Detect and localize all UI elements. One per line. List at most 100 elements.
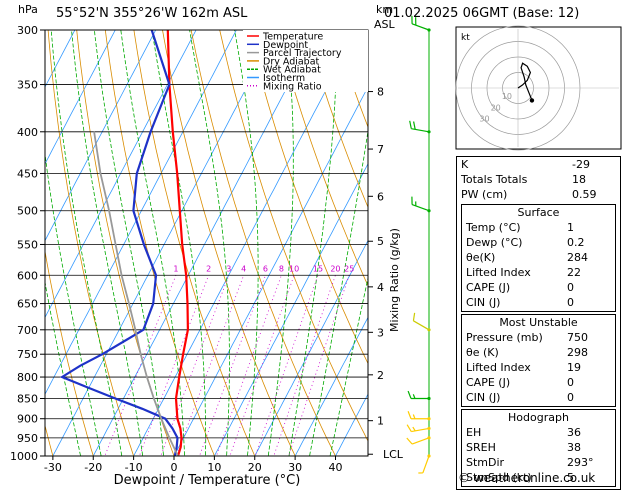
temperature-tick-label: -20: [84, 461, 102, 474]
wind-barb-flag: [408, 391, 411, 398]
pressure-tick-label: 1000: [10, 450, 38, 463]
table-row: Lifted Index 19: [462, 360, 615, 375]
table-row: SREH 38: [462, 440, 615, 455]
wind-barb-flag: [407, 425, 411, 432]
pressure-tick-label: 500: [17, 205, 38, 218]
table-row: CAPE (J)0: [462, 375, 615, 390]
row-value: 38: [567, 440, 611, 455]
row-label: Lifted Index: [466, 265, 531, 280]
wet-adiabat-line: [186, 12, 229, 473]
table-row: CIN (J)0: [462, 295, 615, 310]
series-dewpoint: [62, 30, 177, 456]
row-value: 0.2: [567, 235, 611, 250]
wind-barb: [410, 121, 431, 134]
wind-barb-staff: [413, 321, 429, 330]
row-label: Temp (°C): [466, 220, 521, 235]
pressure-tick-label: 600: [17, 269, 38, 282]
wind-barb-flag: [407, 438, 412, 444]
wind-barb-flag: [408, 411, 411, 418]
mixing-ratio-line: [283, 275, 349, 473]
surface-title: Surface: [462, 205, 615, 220]
row-value: 293°: [567, 455, 611, 470]
row-value: 18: [572, 172, 616, 187]
wind-barb-staff: [412, 24, 429, 30]
row-label: Lifted Index: [466, 360, 531, 375]
mixing-ratio-label: 25: [344, 264, 354, 273]
wind-barb: [412, 197, 431, 213]
row-value: 0: [567, 280, 611, 295]
wind-barb-flag: [410, 121, 412, 129]
wind-barb: [408, 411, 430, 420]
row-value: 0: [567, 295, 611, 310]
wind-barb-staff: [411, 129, 429, 132]
wind-barb-half: [413, 415, 415, 419]
row-label: θe(K): [466, 250, 495, 265]
pressure-tick-label: 450: [17, 167, 38, 180]
hodograph-storm-motion: [530, 98, 534, 102]
row-label: CIN (J): [466, 390, 500, 405]
row-label: Pressure (mb): [466, 330, 543, 345]
altitude-tick-label: 4: [377, 281, 384, 294]
wind-barb: [413, 313, 430, 332]
row-value: 284: [567, 250, 611, 265]
pressure-tick-label: 400: [17, 126, 38, 139]
mixing-ratio-label: 3: [226, 264, 231, 273]
wind-barb-staff: [423, 456, 429, 473]
most-unstable-title: Most Unstable: [462, 315, 615, 330]
wet-adiabat-line: [32, 12, 105, 473]
altitude-tick-label: 3: [377, 326, 384, 339]
table-row: Temp (°C)1: [462, 220, 615, 235]
row-label: CAPE (J): [466, 280, 510, 295]
row-value: 298: [567, 345, 611, 360]
mixing-ratio-line: [154, 275, 229, 473]
row-label: SREH: [466, 440, 496, 455]
wind-barb-half: [413, 427, 415, 431]
wind-barb-dot: [427, 454, 430, 457]
mixing-ratio-line: [98, 275, 176, 473]
left-axis-unit: hPa: [18, 3, 38, 16]
credit-text: © weatheronline.co.uk: [458, 471, 595, 485]
row-value: 0.59: [572, 187, 616, 202]
pressure-tick-label: 650: [17, 298, 38, 311]
row-value: 750: [567, 330, 611, 345]
mixing-ratio-label: 6: [263, 264, 268, 273]
mixing-ratio-label: 15: [313, 264, 323, 273]
wind-barb-flag: [413, 313, 414, 321]
row-value: 19: [567, 360, 611, 375]
mixing-ratio-label: 20: [330, 264, 340, 273]
wind-barb-dot: [427, 427, 430, 430]
table-row: CIN (J) 0: [462, 390, 615, 405]
row-label: K: [461, 157, 468, 172]
altitude-tick-label: 7: [377, 143, 384, 156]
altitude-tick-label: 1: [377, 415, 384, 428]
row-label: EH: [466, 425, 481, 440]
hodograph-ring-label: 10: [502, 92, 512, 101]
plot-frame: [45, 30, 368, 456]
mixing-ratio-label: 4: [241, 264, 246, 273]
table-row: K-29: [457, 157, 620, 172]
temperature-tick-label: -30: [44, 461, 62, 474]
wind-barb-dot: [427, 417, 430, 420]
row-label: CAPE (J): [466, 375, 510, 390]
altitude-tick-label: 5: [377, 235, 384, 248]
row-value: 0: [567, 390, 611, 405]
mixing-ratio-axis-label: Mixing Ratio (g/kg): [388, 228, 401, 332]
altitude-tick-label: 2: [377, 369, 384, 382]
row-label: θe (K): [466, 345, 499, 360]
hodograph-ring-label: 20: [491, 103, 501, 112]
legend-entry: Mixing Ratio: [263, 81, 322, 92]
wind-barb-staff: [412, 438, 429, 444]
table-row: Pressure (mb) 750: [462, 330, 615, 345]
wind-barb-half: [413, 394, 415, 398]
temperature-tick-label: 40: [329, 461, 343, 474]
hodograph-title: Hodograph: [462, 410, 615, 425]
wind-barb-dot: [427, 130, 430, 133]
mixing-ratio-label: 1: [173, 264, 178, 273]
isotherm-line: [0, 6, 88, 474]
